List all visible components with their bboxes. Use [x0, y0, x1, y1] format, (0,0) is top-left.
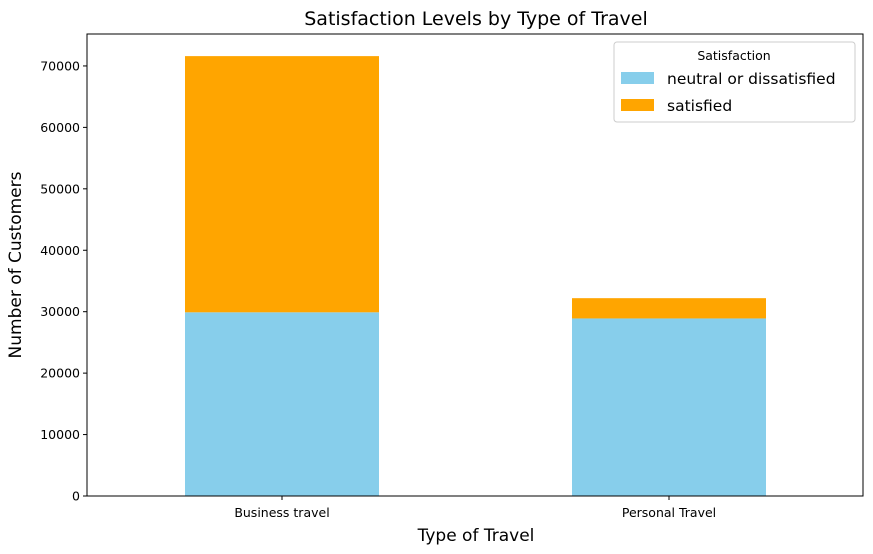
legend-box	[613, 41, 856, 123]
legend-title: Satisfaction	[697, 48, 770, 63]
x-axis: Business travel Personal Travel	[234, 496, 716, 520]
y-tick-label: 30000	[40, 304, 80, 319]
plot-frame	[86, 33, 864, 497]
legend: Satisfaction neutral or dissatisfied sat…	[613, 41, 856, 123]
x-axis-label: Type of Travel	[417, 526, 535, 546]
legend-swatch-satisfied	[621, 99, 654, 111]
y-axis-label: Number of Customers	[6, 171, 26, 358]
y-tick-label: 50000	[40, 181, 80, 196]
legend-label-satisfied: satisfied	[667, 97, 732, 115]
y-tick-label: 0	[72, 489, 80, 504]
bar-business-travel-neutral-or-dissatisfied	[185, 312, 379, 496]
legend-swatch-neutral	[621, 72, 654, 84]
chart-title: Satisfaction Levels by Type of Travel	[304, 8, 648, 30]
x-tick-label: Personal Travel	[622, 505, 716, 520]
y-tick-label: 20000	[40, 366, 80, 381]
bar-personal-travel-neutral-or-dissatisfied	[572, 318, 766, 496]
y-tick-label: 60000	[40, 120, 80, 135]
y-axis: 0 10000 20000 30000 40000 50000 60000 70000	[40, 58, 87, 504]
y-tick-label: 40000	[40, 243, 80, 258]
x-tick-label: Business travel	[234, 505, 329, 520]
legend-label-neutral: neutral or dissatisfied	[667, 70, 836, 88]
bar-business-travel-satisfied	[185, 56, 379, 313]
bars	[185, 56, 766, 496]
y-tick-label: 10000	[40, 427, 80, 442]
y-tick-label: 70000	[40, 58, 80, 73]
bar-personal-travel-satisfied	[572, 298, 766, 319]
